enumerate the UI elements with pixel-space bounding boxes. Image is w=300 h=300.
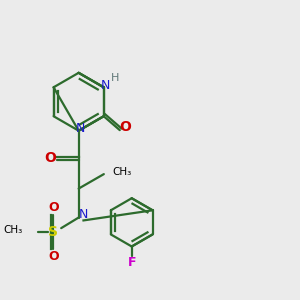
Text: O: O [120, 120, 131, 134]
Text: N: N [79, 208, 88, 221]
Text: N: N [76, 122, 85, 135]
Text: CH₃: CH₃ [3, 225, 22, 235]
Text: CH₃: CH₃ [112, 167, 132, 177]
Text: O: O [44, 151, 56, 165]
Text: H: H [111, 73, 119, 82]
Text: N: N [101, 79, 110, 92]
Text: O: O [48, 201, 59, 214]
Text: F: F [128, 256, 136, 269]
Text: S: S [49, 225, 58, 239]
Text: O: O [48, 250, 59, 262]
